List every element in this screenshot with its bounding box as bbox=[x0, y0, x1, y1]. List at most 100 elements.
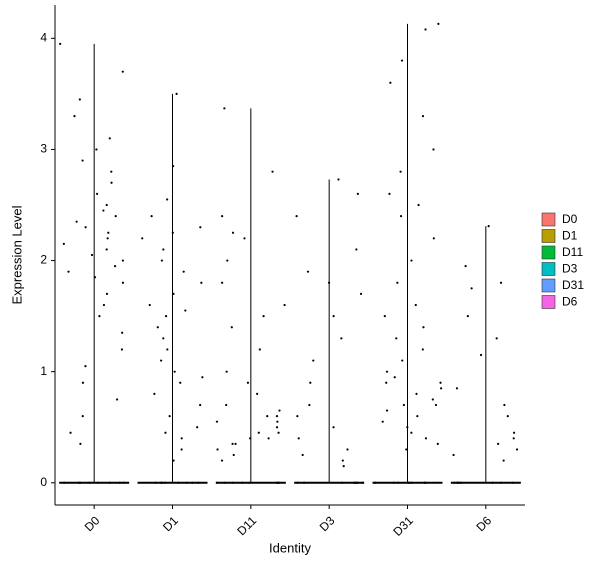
legend-swatch bbox=[541, 245, 556, 260]
point bbox=[59, 42, 62, 45]
point bbox=[121, 259, 124, 262]
point bbox=[359, 292, 363, 295]
point bbox=[122, 481, 126, 484]
point bbox=[81, 415, 84, 418]
point bbox=[406, 481, 410, 484]
point bbox=[184, 309, 187, 312]
legend-swatch bbox=[541, 212, 556, 227]
point bbox=[120, 348, 124, 351]
point bbox=[421, 115, 425, 118]
point bbox=[199, 403, 202, 407]
y-axis-title: Expression Level bbox=[9, 205, 24, 304]
point bbox=[356, 481, 359, 484]
point bbox=[497, 442, 500, 445]
point bbox=[257, 431, 260, 434]
point bbox=[410, 431, 413, 434]
point bbox=[90, 253, 94, 257]
point bbox=[389, 81, 392, 84]
point bbox=[226, 259, 229, 262]
point bbox=[168, 415, 171, 418]
point bbox=[110, 170, 113, 173]
point bbox=[414, 303, 417, 307]
point bbox=[262, 315, 265, 318]
x-tick-label: D6 bbox=[473, 513, 494, 534]
point bbox=[455, 387, 459, 390]
point bbox=[113, 265, 117, 268]
point bbox=[215, 481, 219, 484]
legend-label: D1 bbox=[562, 229, 578, 243]
point bbox=[410, 481, 413, 484]
point bbox=[201, 376, 204, 379]
y-tick-label: 0 bbox=[40, 475, 47, 489]
point bbox=[153, 392, 156, 395]
point bbox=[297, 437, 300, 440]
point bbox=[191, 481, 194, 484]
point bbox=[406, 426, 409, 429]
point bbox=[172, 459, 175, 462]
point bbox=[216, 448, 219, 451]
y-tick-label: 3 bbox=[40, 142, 47, 156]
point bbox=[115, 398, 119, 401]
point bbox=[511, 481, 515, 484]
point bbox=[154, 481, 157, 484]
point bbox=[296, 481, 299, 484]
point bbox=[159, 481, 163, 484]
y-tick-label: 1 bbox=[40, 364, 47, 378]
point bbox=[84, 226, 87, 229]
point bbox=[487, 225, 490, 228]
point bbox=[225, 403, 228, 407]
point bbox=[105, 203, 108, 207]
point bbox=[385, 381, 388, 384]
point bbox=[232, 453, 235, 457]
point bbox=[84, 365, 87, 368]
point bbox=[337, 178, 340, 181]
point bbox=[327, 281, 331, 284]
point bbox=[342, 465, 345, 468]
point bbox=[164, 481, 167, 484]
point bbox=[399, 170, 402, 173]
point bbox=[166, 348, 169, 351]
point bbox=[277, 481, 281, 484]
legend-swatch bbox=[541, 295, 556, 309]
point bbox=[223, 481, 226, 484]
point bbox=[383, 315, 386, 318]
point bbox=[185, 481, 188, 484]
point bbox=[180, 437, 183, 440]
point bbox=[114, 215, 117, 218]
point bbox=[424, 28, 427, 31]
point bbox=[276, 420, 279, 423]
point bbox=[278, 409, 281, 412]
point bbox=[162, 337, 165, 340]
point bbox=[470, 287, 473, 290]
point bbox=[234, 442, 237, 445]
point bbox=[81, 159, 84, 162]
point bbox=[464, 265, 467, 268]
point bbox=[256, 392, 259, 395]
legend-label: D11 bbox=[562, 245, 583, 259]
point bbox=[401, 359, 404, 362]
point bbox=[424, 437, 428, 440]
point bbox=[148, 303, 151, 307]
point bbox=[98, 315, 101, 318]
point bbox=[249, 481, 252, 484]
point bbox=[215, 420, 219, 423]
point bbox=[243, 237, 246, 240]
point bbox=[95, 148, 98, 151]
legend-label: D31 bbox=[562, 278, 584, 292]
point bbox=[162, 248, 165, 251]
point bbox=[175, 92, 178, 95]
point bbox=[439, 381, 442, 384]
point bbox=[220, 459, 224, 462]
legend-swatch bbox=[541, 278, 556, 293]
point bbox=[400, 59, 404, 62]
point bbox=[223, 107, 226, 110]
point bbox=[283, 303, 286, 307]
point bbox=[432, 237, 435, 240]
point bbox=[340, 337, 343, 340]
point bbox=[434, 403, 438, 407]
point bbox=[241, 481, 244, 484]
legend-label: D0 bbox=[562, 212, 578, 226]
point bbox=[275, 415, 279, 418]
point bbox=[437, 22, 440, 25]
point bbox=[200, 281, 203, 284]
